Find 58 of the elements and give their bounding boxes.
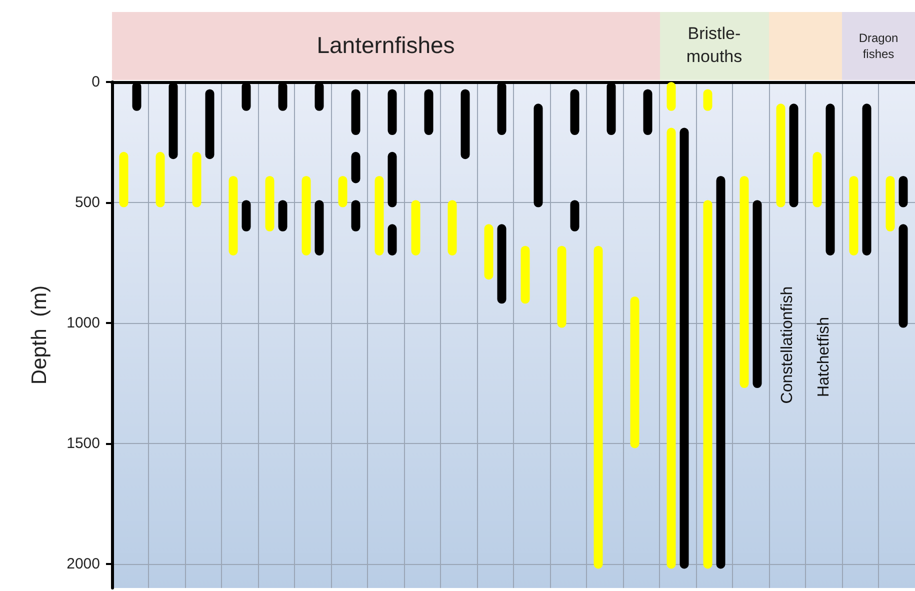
bar [520,246,530,304]
bar [119,152,128,208]
bar [338,176,348,208]
bar [411,200,420,256]
bar [314,200,324,256]
bar [278,200,288,232]
bar [776,104,786,208]
bar [862,104,872,256]
y-tick-label: 2000 [66,555,100,572]
bar [497,224,506,304]
bar [716,176,726,569]
bar [789,104,798,208]
bar [388,152,397,208]
bar [826,104,835,256]
bar [752,200,762,388]
bar [388,224,397,256]
bar [302,176,311,256]
bar [242,200,251,232]
bar [228,176,238,256]
bar [424,89,434,136]
group-header: Bristle-mouths [660,12,769,80]
bar [557,246,566,328]
group-header: Lanternfishes [112,12,660,80]
bar [192,152,202,208]
bar [703,200,712,569]
bar [594,246,603,569]
bar [643,89,652,136]
bar [448,200,457,256]
bar [351,89,360,136]
bar [534,104,543,208]
bar [570,89,580,136]
bar [351,200,360,232]
bar [886,176,895,232]
annotation: Constellationfish [778,286,796,404]
bar [740,176,749,388]
bar [388,89,397,136]
y-axis-title: Depth (m) [28,285,51,385]
bar [680,128,689,569]
bar [156,152,165,208]
bar [205,89,214,160]
y-tick-label: 1500 [66,434,100,452]
bar [570,200,580,232]
y-tick-label: 500 [74,194,100,211]
annotation: Hatchetfish [815,316,832,398]
bar [812,152,822,208]
bar [484,224,494,280]
bar [351,152,360,184]
bar [898,176,908,208]
bar [898,224,908,328]
bar [460,89,470,160]
bar [849,176,858,256]
bar [265,176,274,232]
bar [630,296,640,448]
bar [374,176,384,256]
bar [666,128,676,569]
y-tick-label: 1000 [66,314,100,332]
group-header: Dragon fishes [842,12,915,80]
y-tick-label: 0 [92,74,100,90]
